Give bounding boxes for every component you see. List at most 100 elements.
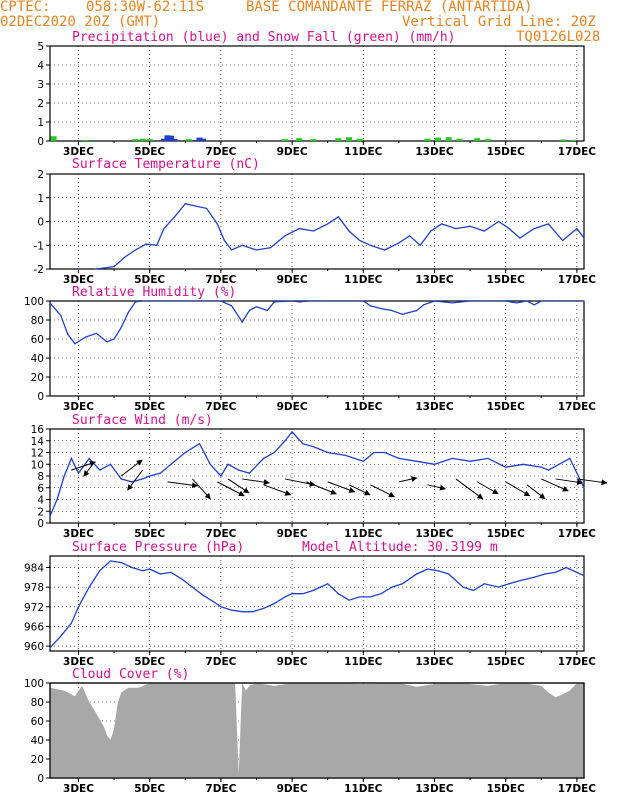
- press-data-point: [380, 593, 382, 595]
- temp-data-point: [508, 228, 510, 230]
- press-data-point: [60, 635, 62, 637]
- wind-data-point: [56, 498, 58, 501]
- rh-data-point: [149, 300, 151, 302]
- rh-data-point: [451, 302, 453, 304]
- wind-data-point: [451, 457, 453, 459]
- precip-bar-snow: [424, 138, 431, 141]
- temp-data-point: [384, 249, 386, 251]
- rh-data-point: [134, 301, 137, 303]
- temp-data-point: [327, 223, 329, 225]
- cloud-xtick-label: 5DEC: [134, 783, 165, 795]
- precip-xtick-label: 7DEC: [205, 146, 236, 158]
- rh-data-point: [401, 313, 404, 315]
- wind-data-point: [487, 457, 489, 459]
- wind-data-point: [184, 451, 186, 454]
- rh-data-point: [184, 300, 186, 302]
- temp-data-point: [195, 205, 197, 207]
- rh-title: Relative Humidity (%): [72, 285, 237, 300]
- rh-ytick-label: 80: [31, 315, 44, 327]
- temp-data-point: [519, 237, 521, 239]
- temp-data-point: [455, 228, 457, 230]
- wind-data-point: [141, 478, 144, 480]
- temp-ytick-label: 2: [37, 169, 44, 181]
- wind-vector-arrow: [526, 484, 546, 500]
- precip-bar-precip: [160, 138, 167, 141]
- precip-ytick-label: 0: [37, 136, 44, 148]
- precip-bar-snow: [456, 138, 463, 141]
- rh-data-point: [106, 341, 108, 343]
- press-data-point: [159, 573, 161, 575]
- wind-vector-arrow: [306, 481, 337, 495]
- press-data-point: [508, 583, 510, 585]
- temp-data-point: [270, 247, 272, 249]
- wind-xtick-label: 5DEC: [134, 528, 165, 540]
- precip-panel: 0 1 2 3 4 5 3DEC 5DEC 7DEC 9DEC 11DEC 13DEC 15DEC 17D…: [37, 41, 596, 158]
- wind-data-point: [312, 446, 315, 448]
- wind-data-point: [469, 460, 471, 462]
- precip-ytick-label: 3: [37, 79, 44, 91]
- press-data-point: [448, 573, 450, 575]
- press-data-point: [49, 647, 51, 649]
- rh-data-point: [266, 309, 268, 312]
- wind-data-point: [120, 478, 122, 480]
- rh-data-point: [554, 300, 557, 302]
- press-data-point: [284, 596, 286, 598]
- press-data-point: [88, 586, 90, 588]
- rh-data-point: [273, 301, 275, 303]
- temp-data-point: [223, 239, 226, 242]
- wind-ytick-label: 4: [37, 495, 44, 507]
- wind-data-point: [109, 463, 112, 465]
- temp-data-point: [163, 228, 165, 230]
- press-xtick-label: 5DEC: [134, 656, 165, 668]
- press-data-point: [497, 586, 500, 588]
- wind-xtick-label: 17DEC: [558, 528, 597, 540]
- temp-xtick-label: 7DEC: [205, 274, 236, 286]
- wind-vector-arrow: [167, 481, 199, 489]
- wind-data-point: [238, 469, 240, 471]
- wind-vector-arrow: [370, 484, 395, 498]
- wind-data-point: [362, 460, 364, 462]
- rh-xtick-label: 9DEC: [277, 401, 308, 413]
- rh-xtick-label: 17DEC: [558, 401, 597, 413]
- temp-data-point: [430, 230, 432, 232]
- rh-xtick-label: 13DEC: [415, 401, 454, 413]
- temp-data-point: [145, 243, 147, 245]
- press-data-point: [241, 611, 243, 613]
- wind-data-point: [558, 463, 560, 465]
- press-panel: 960 966 972 978 984 3DEC 5DEC 7DEC 9DEC 11DEC 13DE…: [24, 555, 596, 668]
- wind-data-point: [291, 431, 293, 433]
- temp-data-point: [583, 237, 585, 239]
- press-xtick-label: 15DEC: [487, 656, 526, 668]
- temp-xtick-label: 5DEC: [134, 274, 165, 286]
- temp-data-point: [562, 239, 564, 242]
- cloud-ytick-label: 80: [31, 697, 44, 709]
- rh-data-point: [408, 311, 411, 313]
- press-data-point: [544, 573, 546, 575]
- press-data-point: [327, 583, 329, 585]
- temp-data-point: [156, 244, 158, 246]
- rh-data-point: [416, 309, 418, 312]
- wind-vector-arrow: [217, 481, 245, 497]
- rh-data-point: [540, 300, 542, 302]
- press-data-point: [583, 575, 585, 577]
- rh-xtick-label: 7DEC: [205, 401, 236, 413]
- press-data-point: [131, 566, 133, 569]
- header-grid-line: Vertical Grid Line: 20Z: [402, 14, 596, 30]
- press-data-point: [519, 579, 521, 582]
- rh-ytick-label: 0: [37, 391, 44, 403]
- press-data-point: [263, 607, 265, 610]
- rh-data-point: [230, 305, 233, 307]
- wind-vector-arrow: [192, 478, 211, 500]
- cloud-xtick-label: 7DEC: [205, 783, 236, 795]
- wind-data-point: [99, 469, 101, 471]
- rh-data-point: [526, 300, 528, 302]
- wind-ytick-label: 2: [37, 506, 44, 518]
- precip-xtick-label: 5DEC: [134, 146, 165, 158]
- temp-data-point: [134, 249, 137, 251]
- wind-xtick-label: 7DEC: [205, 528, 236, 540]
- wind-data-point: [583, 487, 585, 489]
- precip-bar-snow: [484, 139, 491, 141]
- cloud-ytick-label: 60: [31, 716, 44, 728]
- press-data-point: [181, 578, 183, 580]
- press-data-point: [230, 609, 233, 611]
